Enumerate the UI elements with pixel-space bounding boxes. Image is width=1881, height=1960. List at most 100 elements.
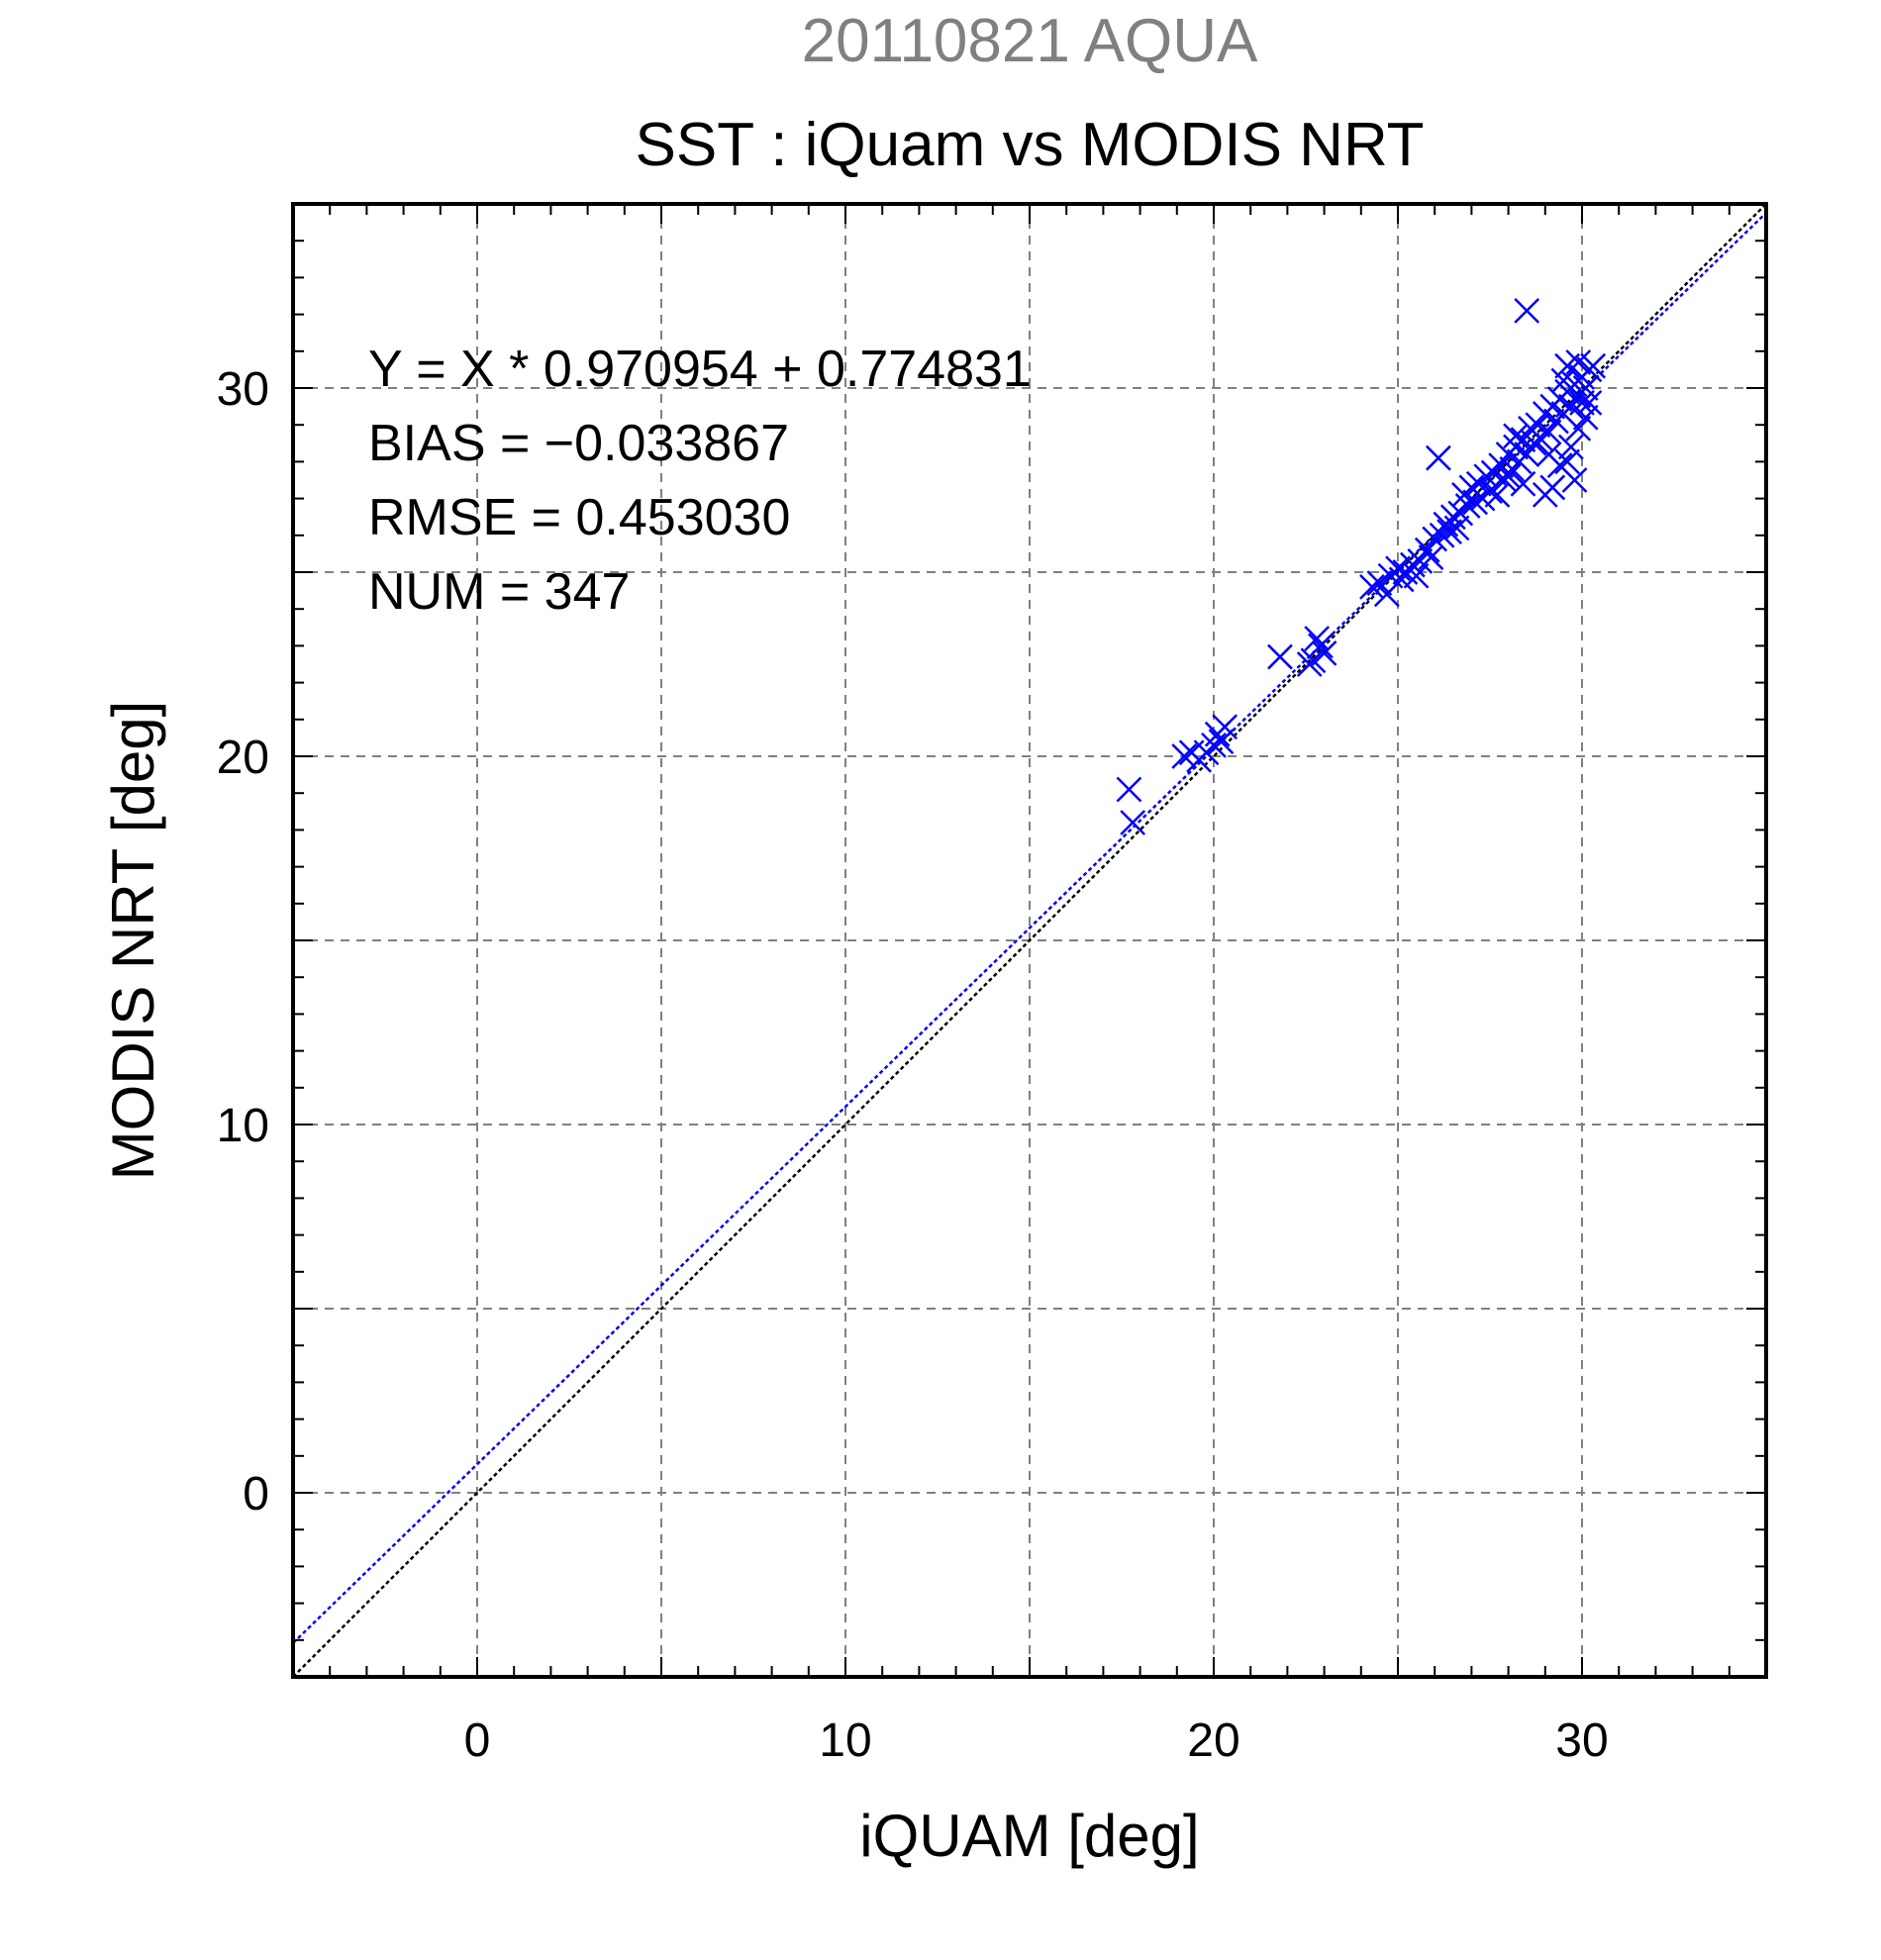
data-point bbox=[1554, 448, 1581, 475]
data-point-stroke bbox=[1514, 297, 1540, 324]
data-point bbox=[1422, 526, 1448, 552]
rmse-value: RMSE = 0.453030 bbox=[368, 489, 790, 546]
data-point-stroke bbox=[1572, 404, 1599, 431]
y-tick-label: 30 bbox=[217, 363, 269, 416]
data-point-stroke bbox=[1554, 448, 1581, 475]
data-point-stroke bbox=[1539, 474, 1566, 501]
data-point-stroke bbox=[1300, 647, 1327, 674]
x-axis-label: iQUAM [deg] bbox=[859, 1803, 1199, 1869]
data-point-stroke bbox=[1267, 643, 1293, 670]
y-tick-label: 20 bbox=[217, 732, 269, 784]
data-point bbox=[1535, 441, 1562, 467]
data-point bbox=[1267, 643, 1293, 670]
data-point-stroke bbox=[1403, 562, 1430, 589]
data-point bbox=[1212, 714, 1238, 740]
data-point-stroke bbox=[1550, 367, 1577, 394]
data-point-stroke bbox=[1171, 743, 1198, 769]
data-point-stroke bbox=[1208, 729, 1235, 755]
data-point-stroke bbox=[1426, 444, 1451, 471]
data-point-stroke bbox=[1212, 714, 1238, 740]
regression-line bbox=[292, 212, 1767, 1644]
data-point-stroke bbox=[1439, 504, 1466, 531]
x-tick-label: 0 bbox=[464, 1715, 491, 1767]
tick-labels: 0 10 20 30 0 10 20 30 bbox=[217, 363, 1609, 1767]
data-point-stroke bbox=[1418, 544, 1444, 571]
data-point-stroke bbox=[1572, 375, 1599, 401]
data-point bbox=[1565, 416, 1592, 441]
bias-value: BIAS = −0.033867 bbox=[368, 415, 789, 472]
data-point bbox=[1426, 444, 1451, 471]
data-point-stroke bbox=[1422, 526, 1448, 552]
data-point-stroke bbox=[1521, 430, 1547, 456]
data-point bbox=[1116, 776, 1142, 803]
data-point-stroke bbox=[1436, 519, 1462, 544]
data-point bbox=[1510, 470, 1536, 497]
data-point-stroke bbox=[1580, 352, 1607, 379]
y-tick-label: 10 bbox=[217, 1100, 269, 1152]
x-tick-label: 30 bbox=[1555, 1715, 1608, 1767]
data-point bbox=[1572, 404, 1599, 431]
data-point-stroke bbox=[1116, 776, 1142, 803]
data-point-stroke bbox=[1462, 489, 1489, 516]
data-point-stroke bbox=[1565, 349, 1592, 375]
data-point bbox=[1477, 478, 1503, 505]
data-point bbox=[1569, 389, 1595, 416]
data-point-stroke bbox=[1359, 573, 1385, 600]
data-point-stroke bbox=[1565, 416, 1592, 441]
data-point bbox=[1535, 419, 1562, 445]
data-points bbox=[1116, 297, 1607, 835]
stats-box: Y = X * 0.970954 + 0.774831 BIAS = −0.03… bbox=[368, 341, 1032, 621]
x-tick-label: 20 bbox=[1187, 1715, 1239, 1767]
data-point-stroke bbox=[1576, 389, 1603, 416]
data-point bbox=[1311, 639, 1337, 666]
data-point bbox=[1403, 562, 1430, 589]
data-point bbox=[1300, 647, 1327, 674]
data-point bbox=[1366, 570, 1393, 597]
data-point-stroke bbox=[1366, 570, 1393, 597]
data-point-stroke bbox=[1311, 639, 1337, 666]
chart-subtitle: 20110821 AQUA bbox=[802, 7, 1258, 75]
num-value: NUM = 347 bbox=[368, 563, 630, 621]
data-point-stroke bbox=[1557, 434, 1584, 460]
data-point-stroke bbox=[1535, 441, 1562, 467]
data-point bbox=[1208, 729, 1235, 755]
data-point-stroke bbox=[1569, 389, 1595, 416]
data-point bbox=[1359, 573, 1385, 600]
data-point-stroke bbox=[1535, 419, 1562, 445]
y-axis-label: MODIS NRT [deg] bbox=[100, 701, 166, 1181]
data-point-stroke bbox=[1304, 626, 1331, 651]
data-point-stroke bbox=[1477, 478, 1503, 505]
chart-title: SST : iQuam vs MODIS NRT bbox=[636, 111, 1425, 179]
plot-frame bbox=[291, 202, 1768, 1679]
data-point-stroke bbox=[1495, 463, 1522, 490]
data-point bbox=[1171, 743, 1198, 769]
grid-lines bbox=[293, 204, 1766, 1677]
data-point bbox=[1443, 515, 1470, 541]
data-point-stroke bbox=[1561, 467, 1588, 493]
data-point-stroke bbox=[1443, 515, 1470, 541]
data-point bbox=[1539, 474, 1566, 501]
data-point bbox=[1307, 633, 1334, 659]
data-point bbox=[1120, 810, 1146, 835]
data-point-stroke bbox=[1488, 452, 1515, 479]
data-point bbox=[1503, 423, 1529, 449]
data-point bbox=[1304, 626, 1331, 651]
data-point bbox=[1565, 349, 1592, 375]
data-point bbox=[1550, 367, 1577, 394]
data-point-stroke bbox=[1503, 423, 1529, 449]
data-point bbox=[1580, 352, 1607, 379]
data-point bbox=[1514, 297, 1540, 324]
data-point-stroke bbox=[1510, 470, 1536, 497]
data-point-stroke bbox=[1307, 633, 1334, 659]
data-point bbox=[1436, 519, 1462, 544]
fit-equation: Y = X * 0.970954 + 0.774831 bbox=[368, 341, 1032, 398]
data-point bbox=[1576, 389, 1603, 416]
x-tick-label: 10 bbox=[819, 1715, 871, 1767]
data-point-stroke bbox=[1454, 493, 1481, 519]
data-point-stroke bbox=[1385, 555, 1411, 582]
data-point bbox=[1557, 434, 1584, 460]
data-point-stroke bbox=[1525, 412, 1551, 439]
data-point-stroke bbox=[1484, 481, 1511, 508]
y-tick-label: 0 bbox=[243, 1468, 269, 1520]
